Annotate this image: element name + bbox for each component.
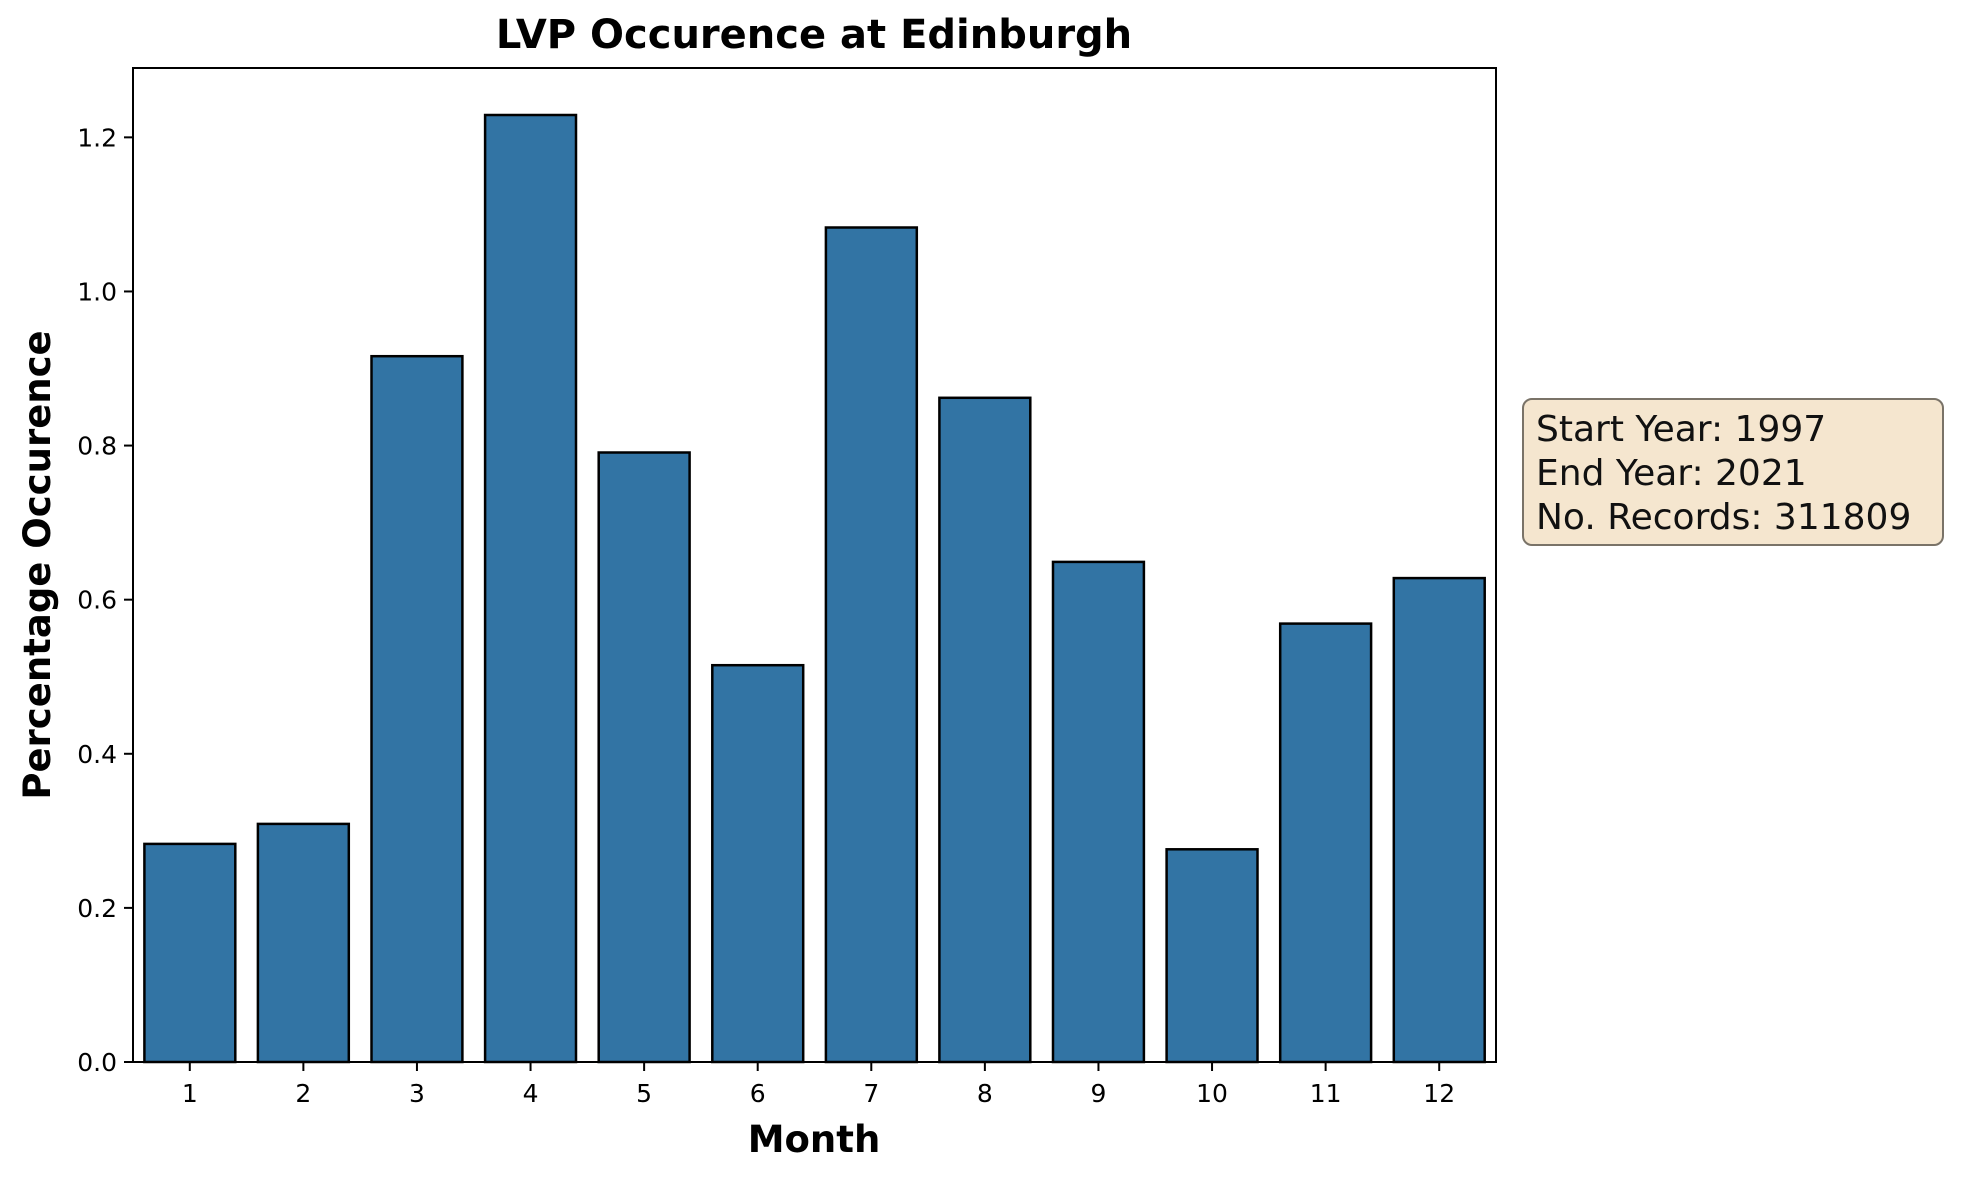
y-tick-label: 0.6 <box>77 586 117 615</box>
x-tick-label: 12 <box>1423 1079 1455 1108</box>
bar-month-5 <box>597 451 691 1064</box>
bar-month-1 <box>143 842 237 1064</box>
bar-month-11 <box>1278 622 1373 1064</box>
bar-month-6 <box>711 663 805 1064</box>
bar-month-8 <box>938 396 1032 1064</box>
x-tick-label: 9 <box>1091 1079 1107 1108</box>
bar-month-9 <box>1051 560 1146 1064</box>
end-year-text: End Year: 2021 <box>1536 453 1807 494</box>
x-tick-label: 10 <box>1196 1079 1228 1108</box>
records-count-text: No. Records: 311809 <box>1536 497 1912 538</box>
chart-title: LVP Occurence at Edinburgh <box>496 12 1132 58</box>
bar-month-7 <box>824 226 919 1064</box>
x-tick-label: 3 <box>409 1079 425 1108</box>
y-axis-ticks: 0.0 0.2 0.4 0.6 0.8 1.0 1.2 <box>77 123 133 1077</box>
x-tick-label: 6 <box>750 1079 766 1108</box>
y-axis-label: Percentage Occurence <box>16 330 59 799</box>
records-info-box: Start Year: 1997 End Year: 2021 No. Reco… <box>1522 398 1944 546</box>
bar-month-10 <box>1165 848 1259 1064</box>
y-tick-label: 0.0 <box>77 1048 117 1077</box>
x-axis-label: Month <box>748 1118 881 1161</box>
bar-month-4 <box>483 113 578 1064</box>
bar-month-12 <box>1392 576 1486 1064</box>
bar-month-2 <box>256 822 351 1064</box>
x-tick-label: 4 <box>523 1079 539 1108</box>
x-tick-label: 5 <box>636 1079 652 1108</box>
y-tick-label: 1.0 <box>77 277 117 306</box>
plot-frame <box>132 67 1497 1063</box>
x-tick-label: 2 <box>295 1079 311 1108</box>
x-tick-label: 8 <box>977 1079 993 1108</box>
bar-month-3 <box>370 354 464 1064</box>
y-tick-label: 1.2 <box>77 123 117 152</box>
bars-group <box>143 113 1486 1064</box>
x-axis-ticks: 1 2 3 4 5 6 7 8 9 10 11 12 <box>182 1062 1455 1108</box>
y-tick-label: 0.8 <box>77 432 117 461</box>
x-tick-label: 1 <box>182 1079 198 1108</box>
start-year-text: Start Year: 1997 <box>1536 409 1827 450</box>
y-tick-label: 0.2 <box>77 894 117 923</box>
x-tick-label: 7 <box>863 1079 879 1108</box>
x-tick-label: 11 <box>1310 1079 1342 1108</box>
y-tick-label: 0.4 <box>77 740 117 769</box>
